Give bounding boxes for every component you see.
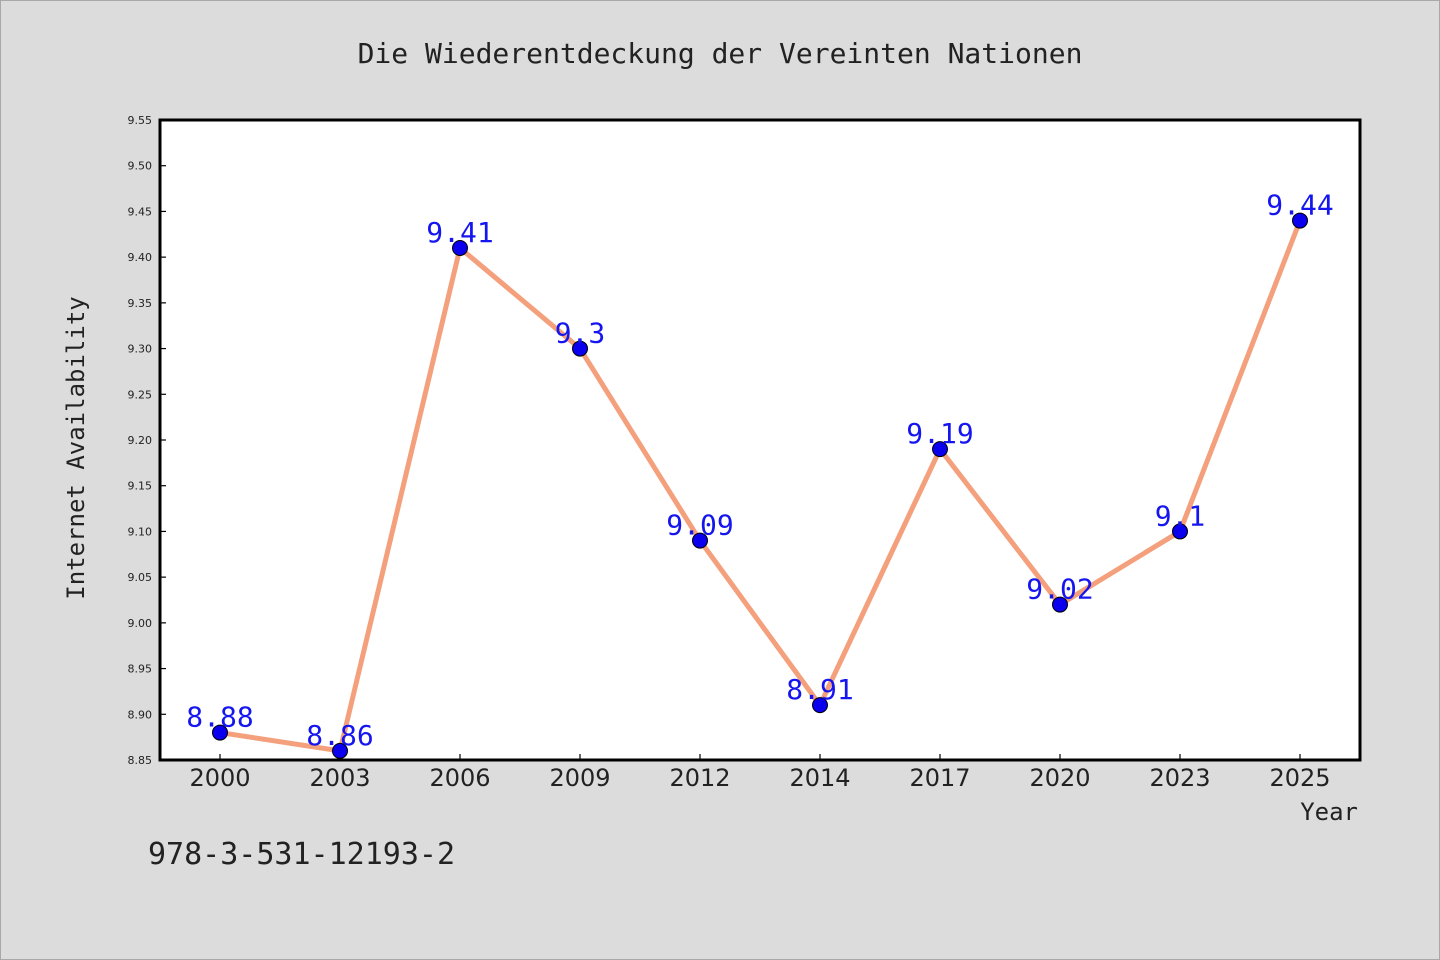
x-axis-label: Year	[1300, 798, 1358, 826]
data-point	[332, 742, 348, 759]
y-tick-label: 9.50	[128, 160, 153, 173]
isbn-footnote: 978-3-531-12193-2	[148, 837, 455, 872]
series-line	[219, 219, 1303, 754]
data-point	[452, 240, 468, 256]
y-tick-label: 8.90	[128, 708, 153, 721]
x-tick-label: 2014	[789, 764, 850, 792]
data-label: 9.3	[555, 317, 606, 350]
x-tick-label: 2003	[309, 764, 370, 792]
data-label: 9.02	[1026, 573, 1093, 606]
data-label: 9.44	[1266, 189, 1333, 222]
data-label: 9.1	[1155, 499, 1206, 532]
y-tick-label: 9.10	[128, 525, 153, 538]
x-tick-label: 2023	[1149, 764, 1210, 792]
y-tick-label: 9.00	[128, 617, 153, 630]
y-tick-label: 9.30	[128, 343, 153, 356]
y-tick-label: 9.15	[128, 480, 153, 493]
data-label: 9.41	[426, 216, 493, 249]
x-tick-label: 2000	[189, 764, 250, 792]
data-markers	[212, 212, 1308, 759]
data-point	[212, 724, 228, 741]
y-tick-label: 8.95	[128, 663, 153, 676]
y-tick-label: 9.45	[128, 205, 153, 218]
data-label: 9.19	[906, 417, 973, 450]
data-label: 8.86	[306, 719, 373, 752]
x-tick-label: 2025	[1269, 764, 1330, 792]
y-tick-label: 9.35	[128, 297, 153, 310]
data-point	[1172, 523, 1188, 540]
data-point	[812, 697, 828, 714]
chart-title: Die Wiederentdeckung der Vereinten Natio…	[358, 37, 1083, 70]
x-tick-label: 2017	[909, 764, 970, 792]
x-tick-label: 2012	[669, 764, 730, 792]
data-point	[932, 441, 948, 458]
y-tick-label: 9.25	[128, 388, 153, 401]
y-axis-ticks: 8.85 8.90 8.95 9.00 9.05 9.10 9.15 9.20 9.25 9.30…	[128, 114, 166, 767]
plot-area	[158, 118, 1362, 762]
x-tick-label: 2009	[549, 764, 610, 792]
x-tick-label: 2006	[429, 764, 490, 792]
data-point	[1292, 212, 1308, 229]
data-point	[692, 532, 708, 549]
y-tick-label: 9.55	[128, 114, 153, 127]
data-point	[1052, 596, 1068, 613]
data-label: 8.88	[186, 701, 253, 734]
y-tick-label: 9.20	[128, 434, 153, 447]
data-point	[572, 340, 588, 357]
x-axis-ticks: 2000 2003 2006 2009 2012 2014 2017 2020 2023 2025	[189, 754, 1331, 792]
y-tick-label: 9.40	[128, 251, 153, 264]
y-tick-label: 9.05	[128, 571, 153, 584]
data-label: 9.09	[666, 509, 733, 542]
data-label: 8.91	[786, 673, 853, 706]
y-tick-label: 8.85	[128, 754, 153, 767]
x-tick-label: 2020	[1029, 764, 1090, 792]
data-labels: 8.88 8.86 9.41 9.3 9.09 8.91 9.19 9.02 9.1 9.44	[186, 189, 1333, 752]
y-axis-label: Internet Availability	[62, 296, 90, 599]
